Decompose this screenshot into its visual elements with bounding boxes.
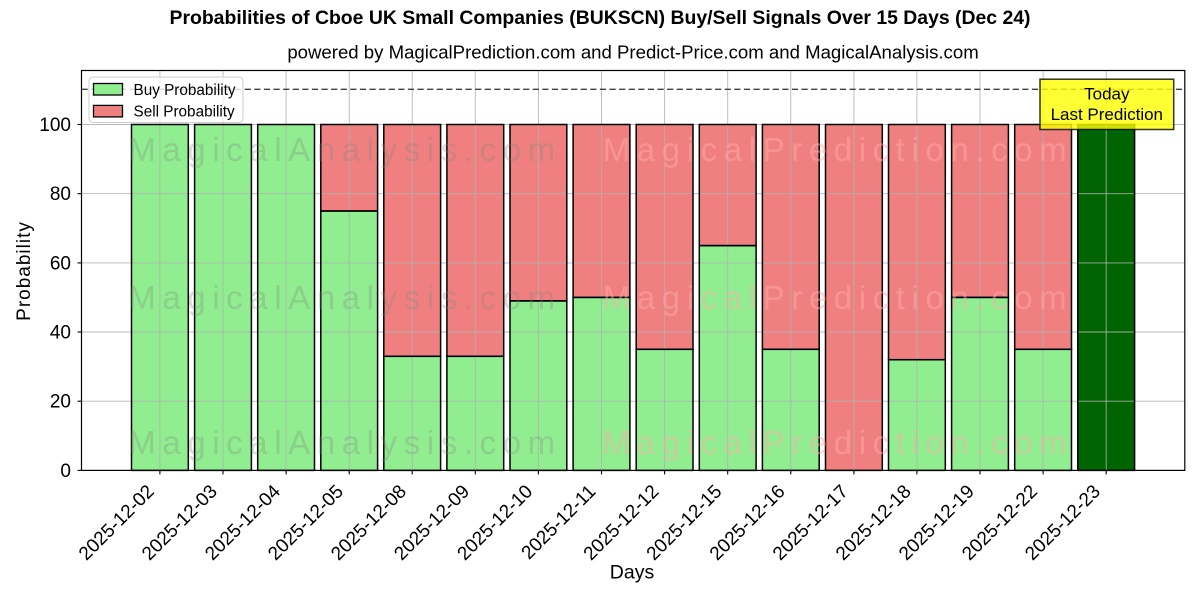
svg-text:Sell Probability: Sell Probability (134, 104, 236, 121)
svg-text:Probability: Probability (14, 221, 35, 321)
svg-text:Days: Days (610, 562, 655, 584)
svg-text:MagicalPrediction.com: MagicalPrediction.com (603, 279, 1074, 316)
svg-text:Today: Today (1084, 85, 1130, 104)
svg-text:Buy Probability: Buy Probability (134, 82, 236, 99)
svg-text:MagicalAnalysis.com: MagicalAnalysis.com (128, 279, 562, 316)
svg-text:0: 0 (60, 461, 71, 482)
svg-text:powered by MagicalPrediction.c: powered by MagicalPrediction.com and Pre… (287, 42, 978, 63)
svg-text:MagicalPrediction.com: MagicalPrediction.com (603, 424, 1074, 461)
svg-text:100: 100 (39, 115, 71, 136)
svg-text:MagicalPrediction.com: MagicalPrediction.com (603, 131, 1074, 168)
svg-text:Probabilities of Cboe UK Small: Probabilities of Cboe UK Small Companies… (170, 7, 1031, 29)
svg-text:80: 80 (50, 184, 71, 205)
svg-text:60: 60 (50, 253, 71, 274)
svg-text:20: 20 (50, 392, 71, 413)
svg-text:40: 40 (50, 323, 71, 344)
svg-text:MagicalAnalysis.com: MagicalAnalysis.com (128, 424, 562, 461)
svg-text:MagicalAnalysis.com: MagicalAnalysis.com (128, 131, 562, 168)
svg-text:Last Prediction: Last Prediction (1051, 105, 1163, 124)
